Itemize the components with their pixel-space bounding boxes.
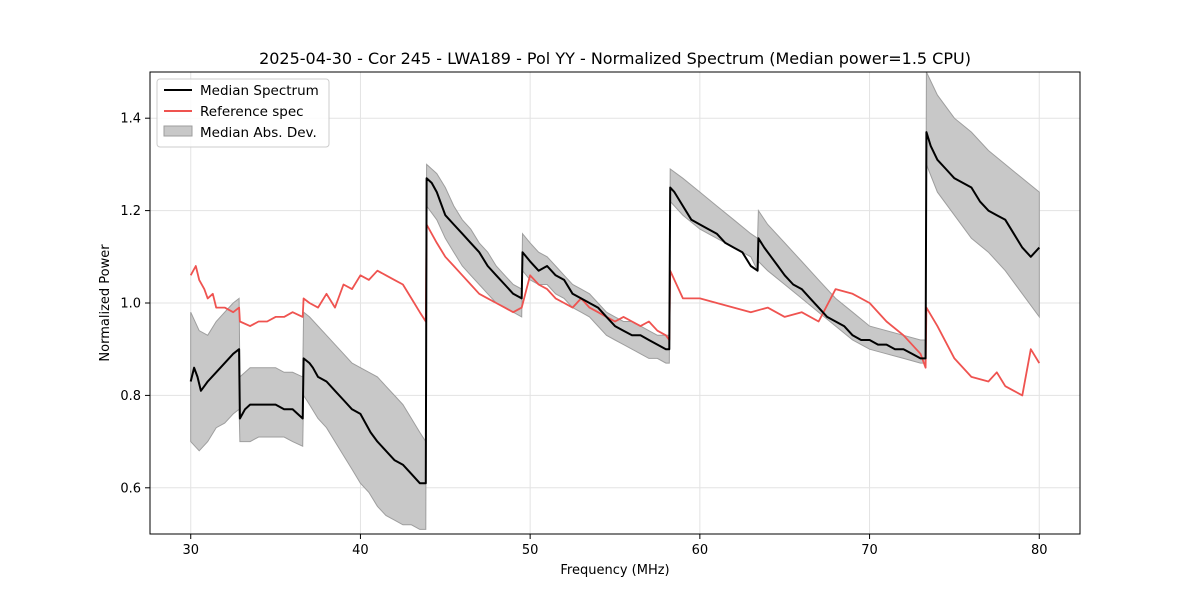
x-tick-label: 70 bbox=[861, 543, 878, 558]
plot-frame bbox=[149, 71, 1081, 535]
legend-reference-label: Reference spec bbox=[200, 104, 304, 120]
y-tick-label: 1.4 bbox=[120, 112, 141, 127]
y-axis-label: Normalized Power bbox=[98, 244, 113, 362]
x-tick-label: 40 bbox=[352, 543, 369, 558]
x-tick-label: 30 bbox=[182, 543, 199, 558]
legend-mad-label: Median Abs. Dev. bbox=[200, 125, 317, 141]
legend-frame bbox=[156, 78, 330, 148]
legend-median-label: Median Spectrum bbox=[200, 83, 319, 99]
y-tick-label: 0.6 bbox=[120, 481, 141, 496]
legend-mad-swatch bbox=[163, 125, 193, 137]
axes: 30 40 50 60 70 80 0.6 0.8 1.0 1.2 1.4 bbox=[120, 112, 1047, 558]
x-tick-label: 60 bbox=[692, 543, 709, 558]
y-tick-label: 1.0 bbox=[120, 297, 141, 312]
mad-band bbox=[190, 72, 1040, 530]
y-tick-label: 1.2 bbox=[120, 204, 141, 219]
plot-area bbox=[189, 72, 1041, 530]
median-spectrum-line bbox=[189, 131, 1041, 485]
y-tick-label: 0.8 bbox=[120, 389, 141, 404]
reference-spec-line bbox=[189, 223, 1041, 397]
x-tick-label: 80 bbox=[1031, 543, 1048, 558]
legend: Median Spectrum Reference spec Median Ab… bbox=[156, 78, 330, 148]
x-axis-label: Frequency (MHz) bbox=[560, 563, 669, 578]
x-tick-label: 50 bbox=[522, 543, 539, 558]
chart-title: 2025-04-30 - Cor 245 - LWA189 - Pol YY -… bbox=[259, 49, 971, 68]
plot-content bbox=[189, 72, 1041, 530]
